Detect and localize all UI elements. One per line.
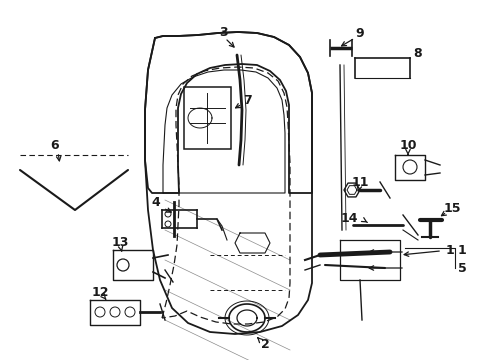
Text: 12: 12 — [91, 285, 108, 298]
Text: 8: 8 — [413, 46, 422, 59]
Text: 15: 15 — [442, 202, 460, 215]
Text: 1: 1 — [445, 243, 453, 257]
Text: 6: 6 — [51, 139, 59, 152]
Text: 11: 11 — [350, 176, 368, 189]
Text: 2: 2 — [260, 338, 269, 351]
Text: 10: 10 — [398, 139, 416, 152]
Text: 4: 4 — [151, 195, 160, 208]
Text: 3: 3 — [218, 26, 227, 39]
Text: 14: 14 — [340, 212, 357, 225]
Text: 5: 5 — [457, 261, 466, 274]
Text: 1: 1 — [457, 243, 466, 257]
Text: 7: 7 — [243, 94, 252, 107]
Text: 13: 13 — [111, 235, 128, 248]
Text: 9: 9 — [355, 27, 364, 40]
